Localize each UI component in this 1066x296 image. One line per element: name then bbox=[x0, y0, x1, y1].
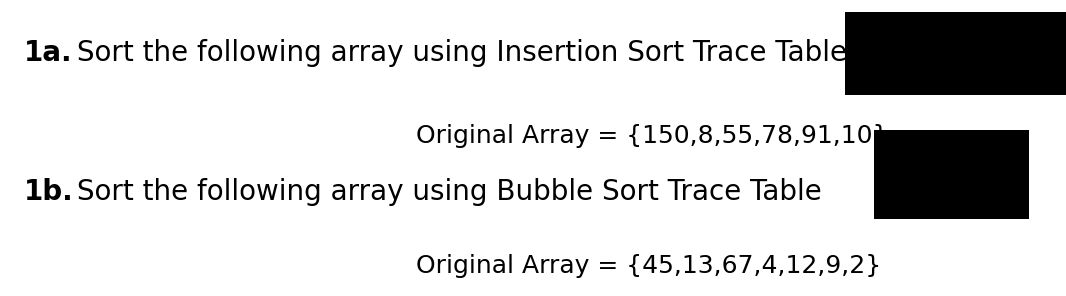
Text: Original Array = {150,8,55,78,91,10}: Original Array = {150,8,55,78,91,10} bbox=[416, 124, 888, 148]
Text: Sort the following array using Insertion Sort Trace Table: Sort the following array using Insertion… bbox=[68, 39, 847, 67]
Bar bbox=[845, 12, 1066, 95]
Bar bbox=[874, 130, 1029, 219]
Text: Sort the following array using Bubble Sort Trace Table: Sort the following array using Bubble So… bbox=[68, 178, 822, 206]
Text: Original Array = {45,13,67,4,12,9,2}: Original Array = {45,13,67,4,12,9,2} bbox=[416, 254, 881, 279]
Text: 1a.: 1a. bbox=[23, 39, 72, 67]
Text: 1b.: 1b. bbox=[23, 178, 74, 206]
